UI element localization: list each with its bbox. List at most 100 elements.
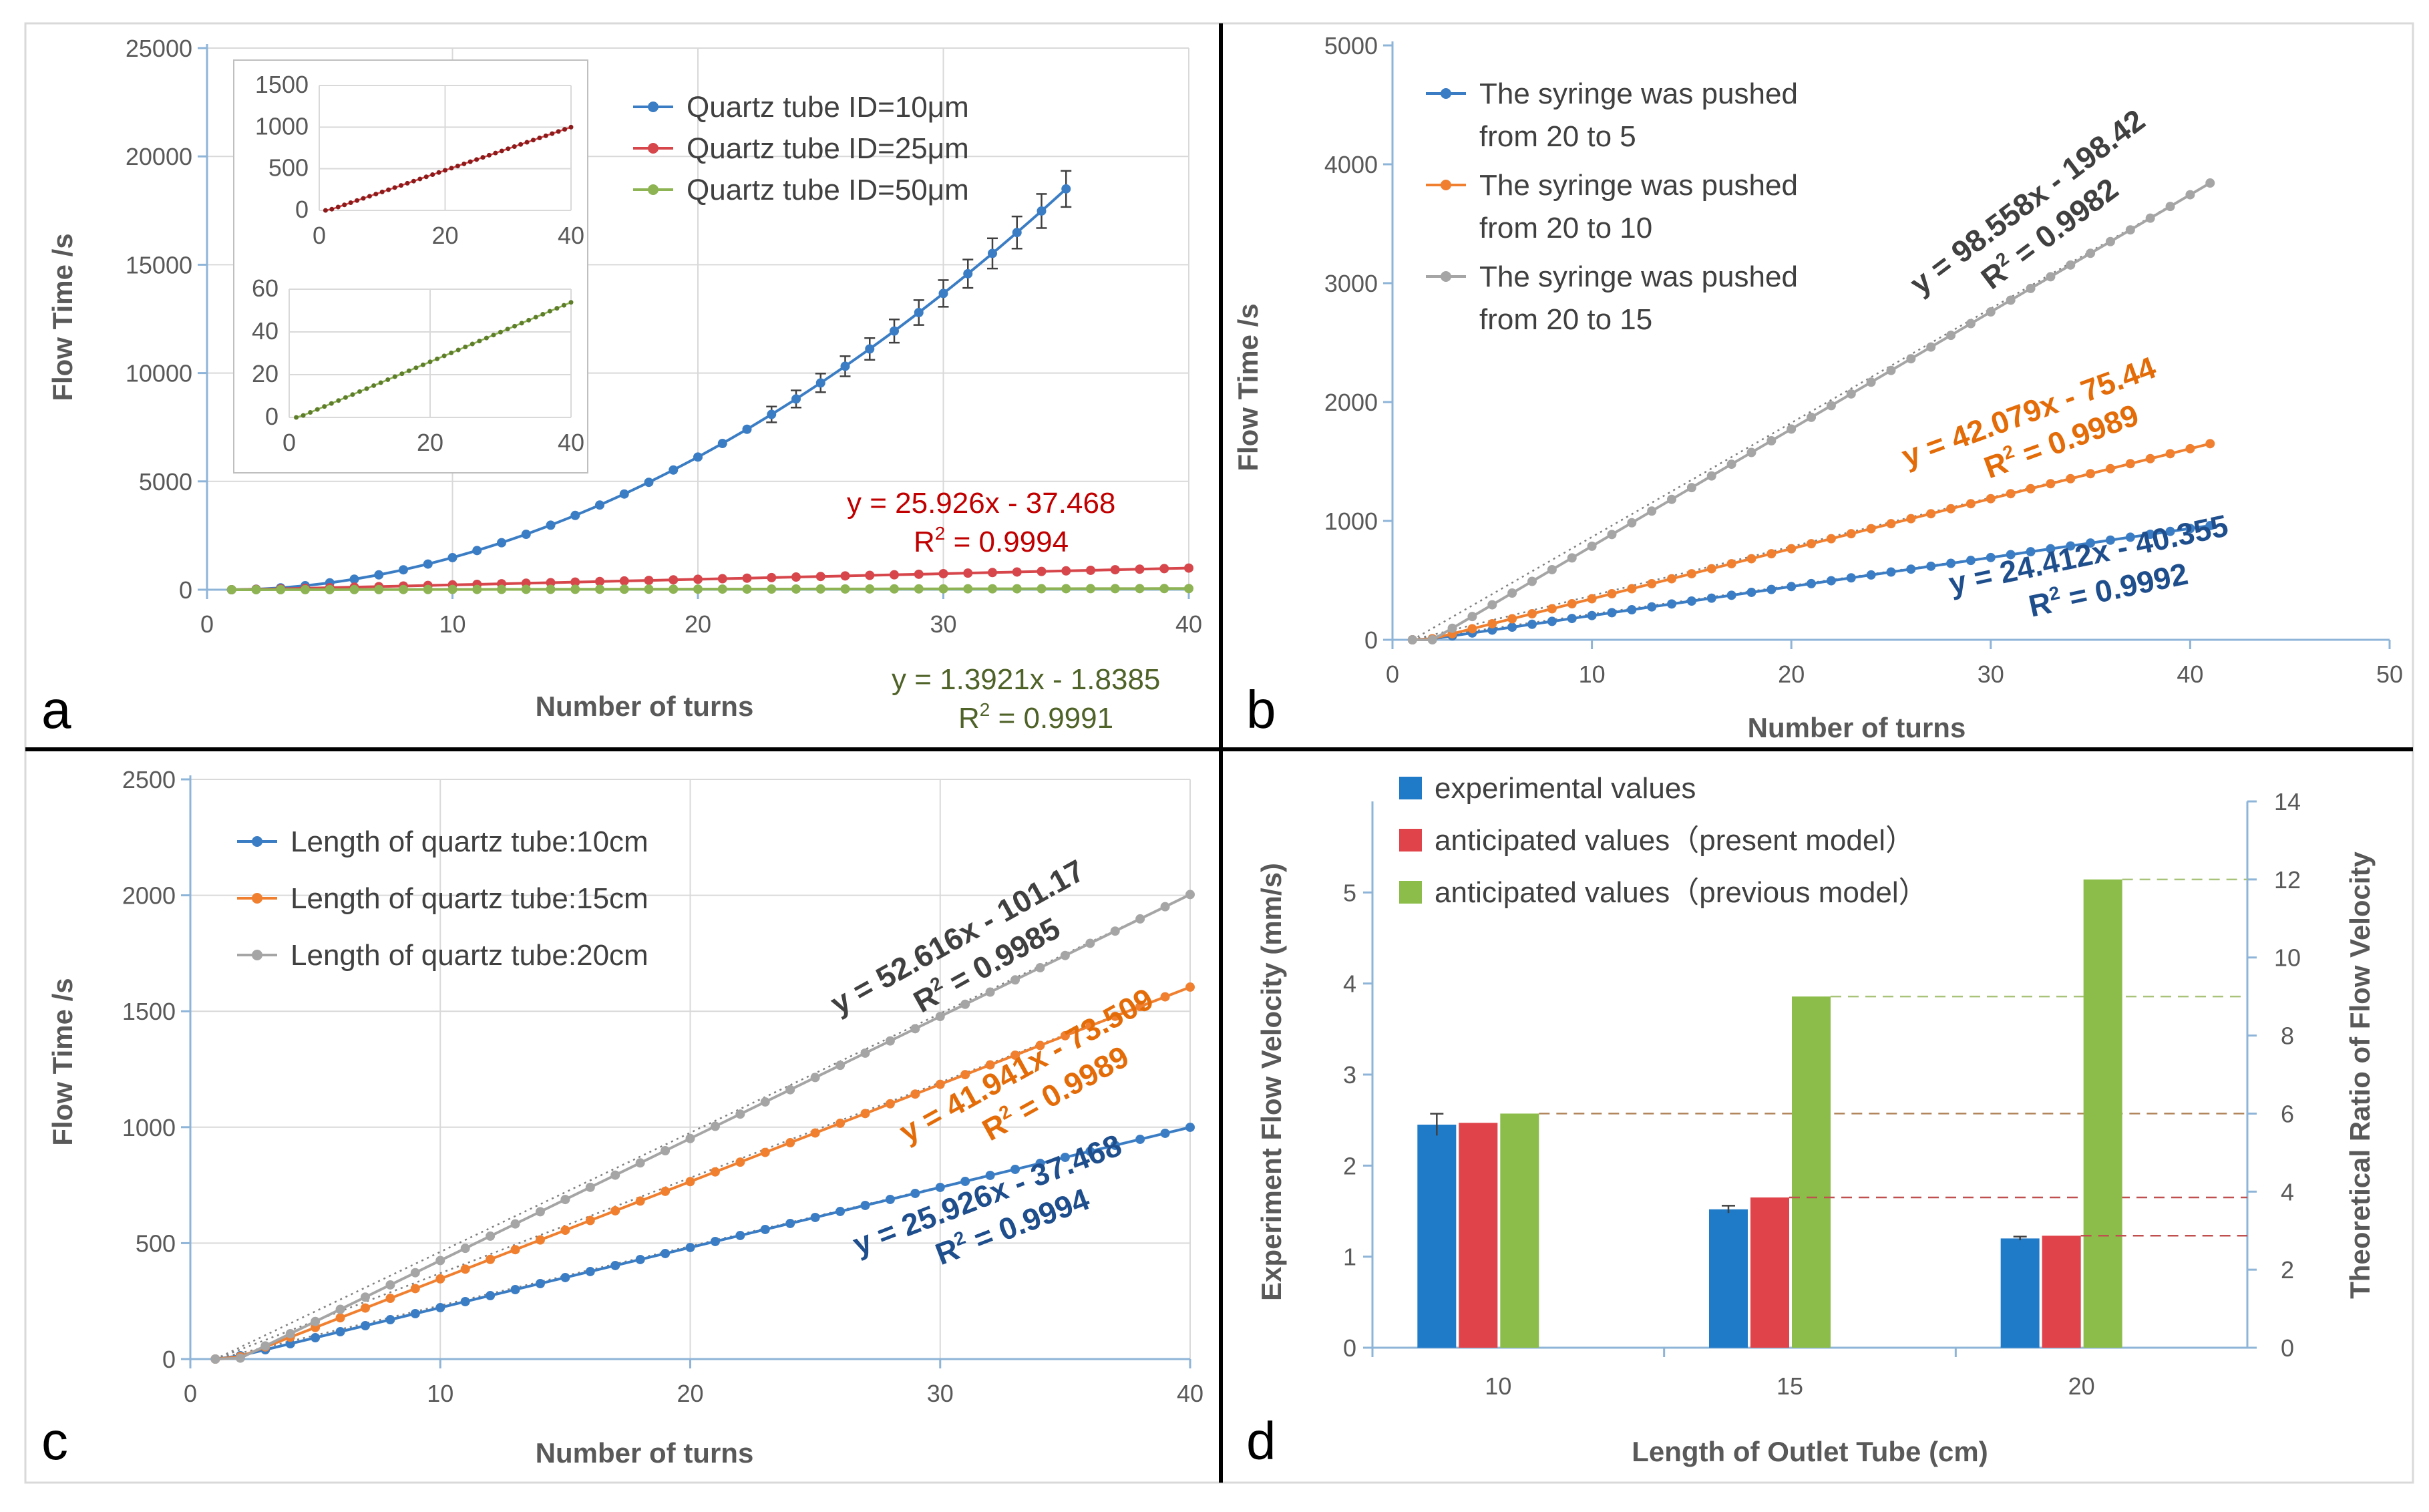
panel-c-point-s0 [1185, 1122, 1195, 1132]
panel-b-point-s0 [1946, 558, 1956, 568]
panel-c-point-s1 [1185, 982, 1195, 992]
panel-c-point-s0 [860, 1200, 870, 1210]
panel-a-point-s0 [717, 439, 727, 449]
panel-b-y-tick-label: 5000 [1324, 32, 1378, 59]
panel-b-point-s0 [2185, 524, 2195, 534]
panel-a-inset-point-0 [556, 129, 561, 134]
panel-c-y-tick-label: 1500 [122, 998, 176, 1025]
panel-c-point-s0 [335, 1326, 345, 1336]
panel-d-bar-s1-c1 [1750, 1197, 1789, 1348]
panel-a-point-s1 [1184, 563, 1193, 573]
panel-b-point-s1 [2205, 439, 2215, 449]
panel-c-point-s2 [235, 1353, 245, 1363]
panel-b-point-s2 [1706, 471, 1716, 481]
panel-b-point-s2 [2205, 178, 2215, 188]
panel-b-point-s1 [2046, 479, 2056, 489]
panel-a-inset-x-tick: 0 [313, 222, 326, 249]
panel-letter-a: a [41, 680, 71, 739]
panel-d-bar-s2-c0 [1500, 1113, 1539, 1348]
panel-c-point-s0 [1060, 1152, 1070, 1162]
panel-b-point-s1 [1667, 574, 1677, 584]
panel-c-point-s0 [685, 1242, 695, 1252]
panel-b-point-s0 [2125, 532, 2135, 542]
panel-a-point-s2 [914, 584, 924, 594]
panel-a-inset-0: 0 500 1000 1500 0 20 40 [255, 71, 584, 249]
panel-b-legend-label-1: The syringe was pushed [1479, 169, 1798, 202]
panel-b-point-s1 [1467, 624, 1477, 634]
panel-b-point-s1 [1726, 559, 1736, 569]
panel-a-point-s1 [1086, 565, 1095, 575]
panel-c-point-s2 [360, 1292, 370, 1302]
panel-a-inset-1: 0 20 40 60 0 20 40 [252, 274, 584, 456]
panel-c-point-s2 [935, 1012, 945, 1022]
panel-b-point-s0 [1826, 576, 1836, 586]
panel-a-inset-point-0 [506, 146, 511, 152]
panel-b-point-s2 [2026, 283, 2036, 293]
panel-c-legend-label-2: Length of quartz tube:20cm [291, 939, 648, 972]
panel-c-point-s2 [710, 1121, 720, 1131]
panel-a-x-tick-label: 0 [200, 610, 214, 638]
panel-a-inset-point-0 [537, 136, 542, 141]
panel-a-point-s1 [988, 568, 997, 578]
panel-c-point-s0 [1160, 1128, 1170, 1138]
panel-a-point-s2 [423, 584, 433, 594]
panel-a-inset-point-1 [378, 380, 383, 385]
panel-c-point-s1 [1035, 1041, 1045, 1051]
panel-a-point-s1 [1159, 564, 1169, 574]
panel-b-point-s1 [2185, 443, 2195, 453]
panel-a-point-s0 [742, 424, 752, 434]
panel-d-bar-s0-c0 [1417, 1124, 1457, 1348]
panel-a-point-s1 [717, 574, 727, 584]
panel-c-legend-label-1: Length of quartz tube:15cm [291, 882, 648, 915]
panel-c-point-s1 [535, 1235, 545, 1245]
panel-a-inset-point-0 [486, 152, 492, 158]
panel-b-point-s0 [1766, 584, 1777, 594]
panel-b-point-s0 [2165, 526, 2175, 536]
panel-a-inset-point-1 [420, 362, 425, 367]
panel-d-legend-label-1: anticipated values（present model） [1435, 824, 1915, 857]
panel-b-point-s1 [1906, 514, 1916, 524]
panel-d-y2-tick-label: 8 [2281, 1022, 2294, 1050]
panel-a-point-s0 [840, 361, 850, 371]
panel-b-point-s0 [2145, 530, 2155, 540]
panel-b-point-s1 [1706, 564, 1716, 574]
panel-c-point-s0 [835, 1206, 846, 1216]
panel-b-point-s1 [1627, 584, 1637, 594]
panel-a-point-s1 [1037, 566, 1047, 576]
panel-a-point-s2 [472, 584, 482, 594]
panel-a-inset-point-1 [399, 371, 405, 377]
panel-a-inset-point-0 [355, 198, 360, 203]
panel-b-point-s2 [1906, 354, 1916, 364]
panel-c-point-s0 [1085, 1146, 1095, 1156]
panel-a-series-line-1 [231, 566, 1189, 591]
panel-a-point-s1 [963, 568, 973, 578]
panel-d-y2-tick-label: 12 [2274, 866, 2301, 894]
panel-c-point-s2 [460, 1244, 470, 1254]
panel-c-y-tick-label: 2500 [122, 766, 176, 793]
panel-c-point-s2 [1035, 963, 1045, 973]
panel-c-point-s2 [435, 1256, 445, 1266]
panel-b-point-s1 [1946, 504, 1956, 514]
panel-c-point-s2 [610, 1170, 620, 1180]
panel-a-point-s2 [595, 584, 604, 594]
panel-a-point-s1 [742, 573, 752, 583]
panel-b-point-s2 [1807, 412, 1817, 422]
panel-c-point-s1 [985, 1060, 995, 1070]
panel-a-inset-x-tick: 40 [558, 429, 584, 456]
panel-c-point-s1 [1085, 1021, 1095, 1031]
panel-d-y-tick-label: 1 [1343, 1244, 1356, 1271]
panel-c-point-s2 [1085, 938, 1095, 948]
panel-b-point-s1 [2145, 453, 2155, 463]
panel-b-legend-marker-2 [1441, 271, 1451, 282]
panel-a-inset-point-1 [477, 339, 482, 344]
panel-b-legend-label-0: The syringe was pushed [1479, 77, 1798, 110]
panel-a-inset-x-tick: 40 [558, 222, 584, 249]
panel-c-point-s2 [311, 1316, 321, 1326]
panel-a-y-tick-label: 10000 [126, 360, 192, 387]
panel-a-point-s0 [914, 308, 924, 318]
panel-a-inset-point-1 [406, 368, 411, 373]
panel-b-x-tick-label: 50 [2376, 660, 2403, 688]
panel-b-y-tick-label: 0 [1364, 626, 1378, 654]
